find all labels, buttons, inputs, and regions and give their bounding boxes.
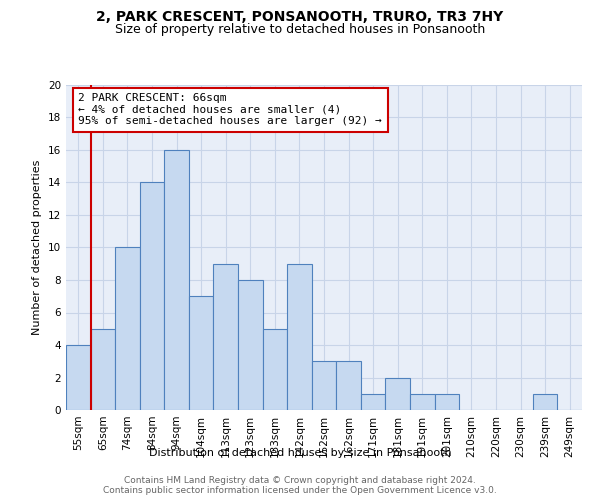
- Text: 2, PARK CRESCENT, PONSANOOTH, TRURO, TR3 7HY: 2, PARK CRESCENT, PONSANOOTH, TRURO, TR3…: [97, 10, 503, 24]
- Bar: [312, 361, 336, 410]
- Text: 2 PARK CRESCENT: 66sqm
← 4% of detached houses are smaller (4)
95% of semi-detac: 2 PARK CRESCENT: 66sqm ← 4% of detached …: [78, 93, 382, 126]
- Text: Distribution of detached houses by size in Ponsanooth: Distribution of detached houses by size …: [149, 448, 451, 458]
- Bar: [336, 361, 361, 410]
- Bar: [214, 264, 238, 410]
- Bar: [533, 394, 557, 410]
- Bar: [238, 280, 263, 410]
- Bar: [263, 329, 287, 410]
- Bar: [115, 248, 140, 410]
- Text: Size of property relative to detached houses in Ponsanooth: Size of property relative to detached ho…: [115, 22, 485, 36]
- Bar: [385, 378, 410, 410]
- Bar: [287, 264, 312, 410]
- Bar: [164, 150, 189, 410]
- Bar: [434, 394, 459, 410]
- Bar: [66, 345, 91, 410]
- Bar: [140, 182, 164, 410]
- Bar: [410, 394, 434, 410]
- Text: Contains HM Land Registry data © Crown copyright and database right 2024.
Contai: Contains HM Land Registry data © Crown c…: [103, 476, 497, 495]
- Bar: [189, 296, 214, 410]
- Y-axis label: Number of detached properties: Number of detached properties: [32, 160, 43, 335]
- Bar: [91, 329, 115, 410]
- Bar: [361, 394, 385, 410]
